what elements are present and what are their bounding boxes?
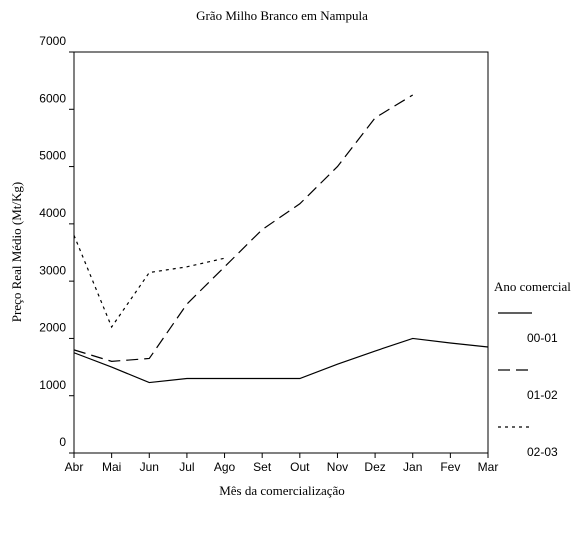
x-tick-label: Abr [65, 460, 84, 474]
legend-label: 02-03 [527, 445, 558, 459]
x-axis-label: Mês da comercialização [219, 483, 345, 498]
y-tick-label: 3000 [39, 263, 66, 277]
series-line [73, 94, 414, 362]
x-tick-label: Out [290, 460, 310, 474]
y-tick-label: 2000 [39, 321, 66, 335]
x-tick-label: Nov [327, 460, 348, 474]
x-tick-label: Jun [140, 460, 159, 474]
series-line [73, 337, 489, 384]
x-tick-label: Jul [179, 460, 194, 474]
x-tick-label: Jan [403, 460, 422, 474]
y-tick-label: 0 [59, 435, 66, 449]
chart-title: Grão Milho Branco em Nampula [196, 8, 368, 23]
x-tick-label: Dez [364, 460, 385, 474]
y-tick-label: 5000 [39, 149, 66, 163]
legend-label: 01-02 [527, 388, 558, 402]
y-tick-label: 6000 [39, 91, 66, 105]
x-tick-label: Mai [102, 460, 121, 474]
legend-label: 00-01 [527, 331, 558, 345]
x-tick-label: Ago [214, 460, 236, 474]
y-tick-label: 4000 [39, 206, 66, 220]
y-tick-label: 7000 [39, 34, 66, 48]
x-tick-label: Set [253, 460, 272, 474]
y-axis-label: Preço Real Médio (Mt/Kg) [9, 182, 24, 322]
x-tick-label: Mar [478, 460, 499, 474]
y-tick-label: 1000 [39, 378, 66, 392]
x-tick-label: Fev [440, 460, 460, 474]
legend-title: Ano comercial [494, 279, 571, 294]
series-line [73, 235, 225, 329]
plot-frame [73, 51, 489, 454]
